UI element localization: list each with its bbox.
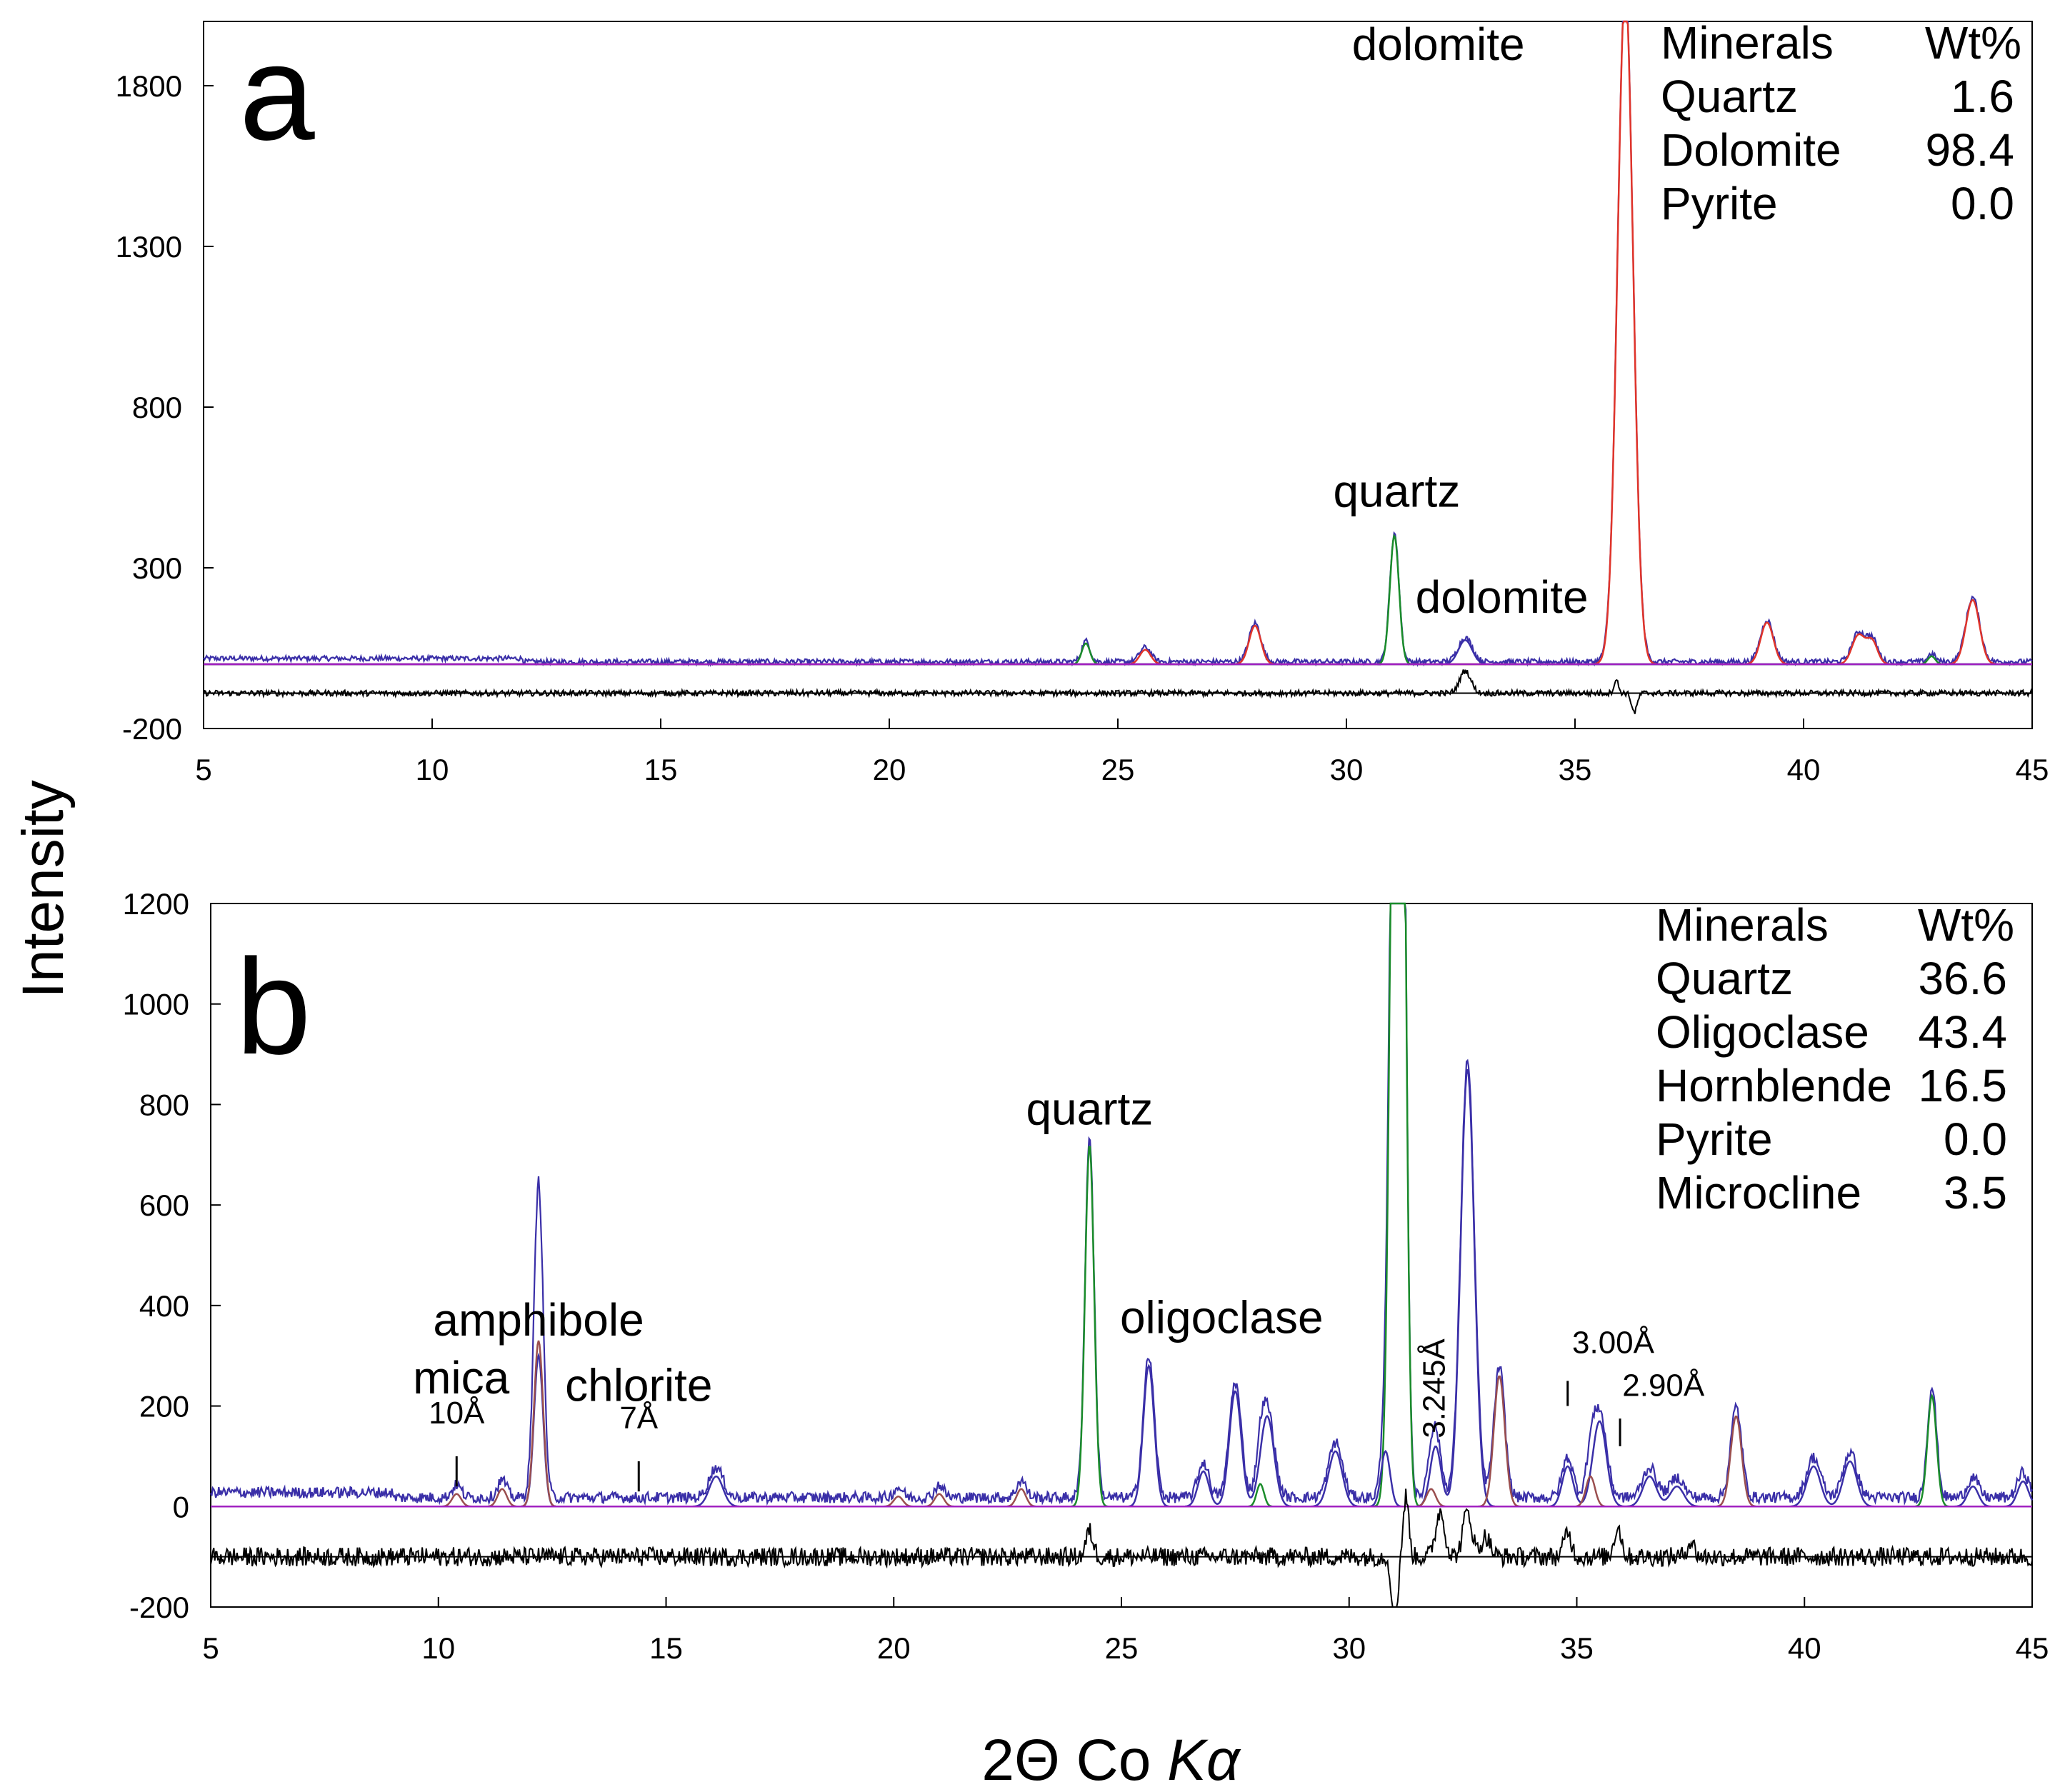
y-tick-label: 1200 [123, 887, 189, 921]
difference-curve [210, 1488, 2033, 1608]
legend-header-minerals: Minerals [1656, 899, 1829, 951]
x-tick-label: 10 [421, 1631, 455, 1665]
legend-mineral-wt: 36.6 [1918, 953, 2007, 1004]
y-tick-label: 1800 [116, 69, 182, 103]
peak-label: amphibole [433, 1294, 644, 1346]
x-tick-label: 25 [1105, 1631, 1139, 1665]
y-tick-label: -200 [129, 1591, 189, 1624]
legend-mineral-name: Pyrite [1656, 1113, 1773, 1165]
peak-label: dolomite [1352, 19, 1525, 70]
legend-mineral-name: Quartz [1661, 71, 1798, 122]
peak-label: dolomite [1416, 571, 1589, 623]
x-tick-label: 25 [1101, 753, 1135, 786]
minerals-legend: Minerals Wt% Quartz 36.6 Oligoclase 43.4 Hornb… [1656, 899, 2014, 1218]
x-tick-label: 15 [644, 753, 678, 786]
panel-a: 5 10 15 20 25 30 35 40 45 -200 300 800 1300 1800 dolom… [116, 17, 2049, 786]
peak-label: quartz [1026, 1083, 1153, 1135]
x-tick-label: 45 [2016, 1631, 2049, 1665]
y-tick-label: 0 [173, 1490, 189, 1523]
panel-letter: a [239, 17, 315, 169]
panel-letter: b [236, 931, 311, 1083]
legend-mineral-wt: 0.0 [1951, 178, 2014, 229]
legend-mineral-wt: 1.6 [1951, 71, 2014, 122]
x-tick-label: 5 [202, 1631, 219, 1665]
y-tick-label: 1000 [123, 988, 189, 1021]
peak-label-rotated: 3.245Å [1417, 1338, 1452, 1438]
legend-mineral-wt: 0.0 [1944, 1113, 2007, 1165]
peak-label: quartz [1333, 466, 1460, 517]
x-tick-label: 20 [877, 1631, 911, 1665]
y-tick-label: 400 [139, 1289, 189, 1323]
x-tick-label: 35 [1559, 753, 1592, 786]
peak-label: oligoclase [1120, 1292, 1324, 1343]
x-tick-label: 45 [2016, 753, 2049, 786]
x-tick-label: 15 [649, 1631, 683, 1665]
x-tick-label: 20 [873, 753, 906, 786]
x-axis-title-italic: Kα [1167, 1728, 1241, 1792]
legend-header-wt: Wt% [1918, 899, 2014, 951]
x-tick-label: 40 [1788, 1631, 1821, 1665]
legend-mineral-wt: 3.5 [1944, 1167, 2007, 1218]
legend-header-minerals: Minerals [1661, 17, 1834, 69]
peak-label: 10Å [429, 1396, 485, 1431]
legend-mineral-name: Quartz [1656, 953, 1793, 1004]
x-tick-label: 30 [1332, 1631, 1366, 1665]
x-tick-label: 10 [416, 753, 449, 786]
x-tick-label: 30 [1330, 753, 1364, 786]
y-tick-label: 1300 [116, 230, 182, 264]
panel-b: 5 10 15 20 25 30 35 40 45 -200 0 200 400 600 800 1000 12… [123, 887, 2049, 1665]
peak-label: 2.90Å [1622, 1368, 1705, 1403]
y-tick-label: 800 [139, 1088, 189, 1121]
peak-label: 7Å [619, 1401, 658, 1436]
x-tick-label: 5 [195, 753, 211, 786]
legend-mineral-name: Microcline [1656, 1167, 1861, 1218]
minerals-legend: Minerals Wt% Quartz 1.6 Dolomite 98.4 Pyrite 0.… [1661, 17, 2021, 229]
legend-mineral-wt: 43.4 [1918, 1006, 2007, 1058]
difference-curve [203, 669, 2033, 714]
legend-mineral-name: Dolomite [1661, 124, 1841, 176]
legend-mineral-name: Oligoclase [1656, 1006, 1869, 1058]
legend-mineral-name: Pyrite [1661, 178, 1778, 229]
peak-label: mica [413, 1352, 510, 1403]
y-tick-label: 800 [132, 391, 182, 424]
legend-mineral-wt: 98.4 [1925, 124, 2014, 176]
y-tick-label: 600 [139, 1188, 189, 1222]
x-axis-title: 2Θ Co Kα [981, 1728, 1241, 1792]
legend-header-wt: Wt% [1925, 17, 2021, 69]
x-tick-label: 40 [1787, 753, 1821, 786]
legend-mineral-wt: 16.5 [1918, 1060, 2007, 1111]
y-tick-label: -200 [122, 712, 182, 746]
x-axis-title-prefix: 2Θ Co [981, 1728, 1167, 1792]
peak-label: 3.00Å [1572, 1326, 1655, 1361]
x-tick-label: 35 [1560, 1631, 1594, 1665]
y-axis-title: Intensity [11, 780, 76, 998]
y-tick-label: 300 [132, 551, 182, 585]
peak-label: chlorite [565, 1360, 712, 1411]
legend-mineral-name: Hornblende [1656, 1060, 1892, 1111]
y-tick-label: 200 [139, 1390, 189, 1423]
